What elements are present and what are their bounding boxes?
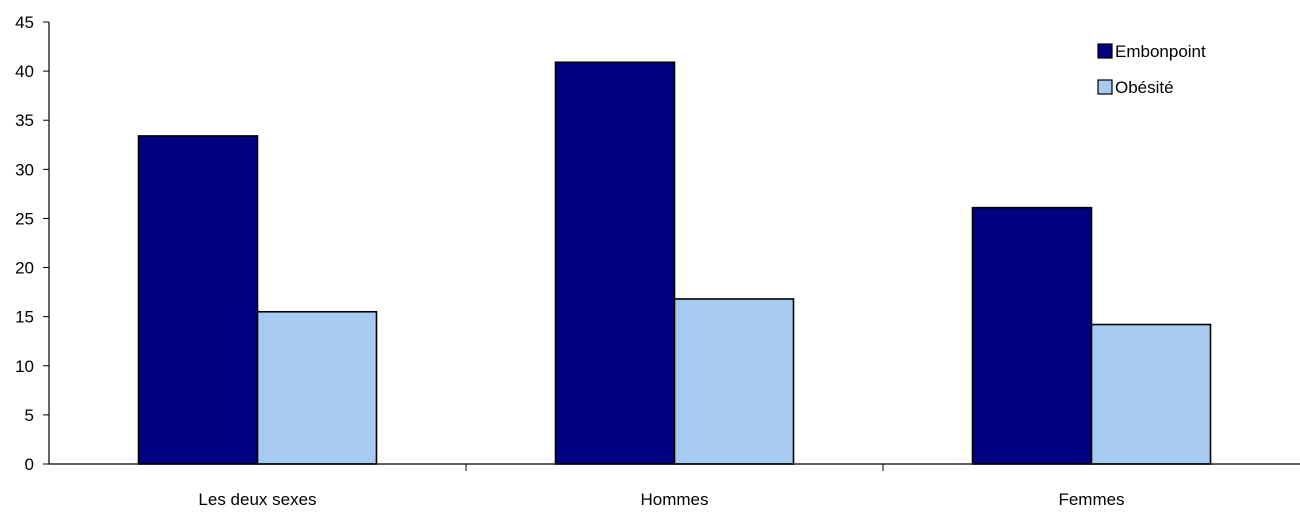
y-tick-label: 15 [15,308,34,327]
bar-obesite [1090,323,1212,465]
bar-embonpoint [554,61,676,465]
x-axis-ticks [465,464,884,471]
legend-swatch [1097,43,1113,59]
y-tick-label: 5 [25,406,34,425]
y-tick-label: 20 [15,259,34,278]
bar-obesite [256,310,378,465]
bar-embonpoint [971,206,1093,465]
legend: Embonpoint Obésité [1097,42,1206,97]
y-tick-label: 45 [15,13,34,32]
y-tick-label: 35 [15,111,34,130]
bar-obesite [673,298,795,465]
bars [137,61,1212,465]
legend-label: Obésité [1115,78,1174,97]
axes [48,22,1300,465]
y-tick-label: 10 [15,357,34,376]
x-tick-label: Hommes [640,490,708,508]
y-tick-label: 25 [15,209,34,228]
y-tick-label: 30 [15,160,34,179]
y-axis-ticks: 0 5 10 15 20 25 30 35 40 45 [15,13,49,474]
x-tick-label: Femmes [1058,490,1124,508]
legend-swatch [1097,79,1113,95]
x-tick-label: Les deux sexes [198,490,316,508]
bar-embonpoint [137,135,259,465]
x-axis-labels: Les deux sexes Hommes Femmes [198,490,1124,509]
legend-label: Embonpoint [1115,42,1206,61]
y-tick-label: 40 [15,62,34,81]
y-tick-label: 0 [25,455,34,474]
